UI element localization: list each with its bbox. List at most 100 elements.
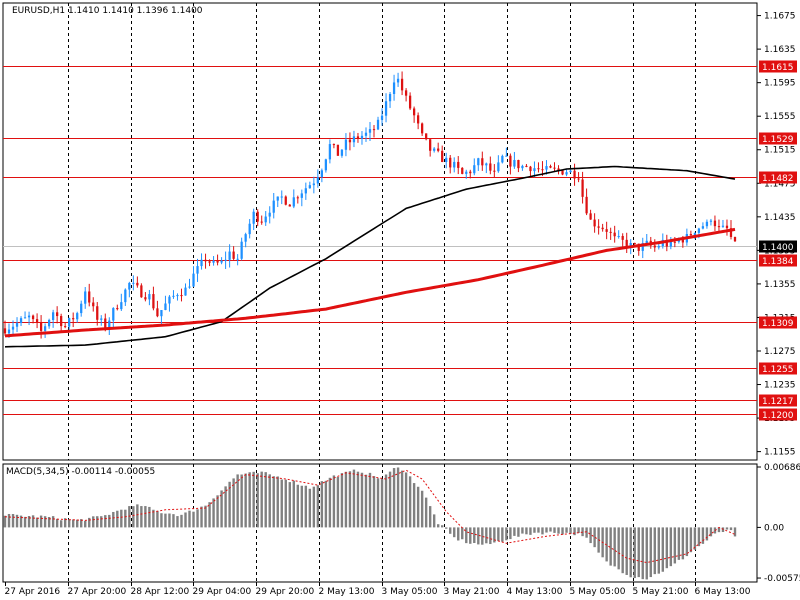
candle-body xyxy=(501,155,504,163)
candle-body xyxy=(180,295,183,297)
macd-bar xyxy=(517,527,520,537)
macd-bar xyxy=(31,515,35,528)
candle-body xyxy=(669,241,672,247)
candle-body xyxy=(352,136,356,143)
macd-bar xyxy=(100,516,103,528)
macd-bar xyxy=(577,527,580,533)
macd-bar xyxy=(609,527,612,566)
macd-bar xyxy=(292,480,295,528)
candle-body xyxy=(400,78,404,91)
candle-body xyxy=(597,226,600,228)
candle-body xyxy=(629,242,632,248)
time-tick-label: 28 Apr 12:00 xyxy=(131,587,190,597)
candle-body xyxy=(709,220,713,222)
candle-body xyxy=(581,179,584,197)
candle-body xyxy=(152,294,155,309)
candle-body xyxy=(537,168,540,170)
candle-body xyxy=(505,155,508,157)
candle-body xyxy=(256,211,259,222)
macd-bar xyxy=(384,474,388,528)
macd-bar xyxy=(176,516,179,528)
level-label: 1.1615 xyxy=(759,60,797,73)
macd-bar xyxy=(416,486,420,528)
level-label: 1.1529 xyxy=(759,132,797,145)
macd-pane: 0.00686 0.00 -0.00575 xyxy=(2,463,800,584)
macd-bar xyxy=(19,515,23,528)
candle-body xyxy=(529,166,532,172)
candle-body xyxy=(461,167,464,174)
macd-bar xyxy=(420,490,424,528)
macd-tick-label: 0.00 xyxy=(764,523,784,533)
macd-bar xyxy=(637,527,640,578)
macd-bar xyxy=(396,467,400,528)
candle-body xyxy=(224,259,227,261)
macd-bar xyxy=(509,527,512,540)
macd-bar xyxy=(633,527,636,579)
macd-bar xyxy=(645,527,648,580)
candle-body xyxy=(100,318,103,320)
time-tick-label: 6 May 13:00 xyxy=(695,587,751,597)
candle-body xyxy=(192,273,195,287)
level-label-box xyxy=(759,394,797,407)
macd-bar xyxy=(3,515,7,528)
macd-bar xyxy=(725,527,729,530)
candle-body xyxy=(665,239,668,247)
candle-body xyxy=(124,289,127,303)
macd-bar xyxy=(92,516,95,528)
macd-bar xyxy=(549,527,552,532)
candle-body xyxy=(19,318,23,323)
macd-bar xyxy=(316,485,320,528)
candle-body xyxy=(517,159,520,169)
candle-body xyxy=(533,168,536,172)
macd-bar xyxy=(248,472,251,528)
level-label-box xyxy=(759,132,797,145)
candle-body xyxy=(320,170,324,178)
candle-body xyxy=(136,282,139,286)
candle-body xyxy=(328,144,332,160)
candle-body xyxy=(200,259,203,267)
candle-body xyxy=(76,313,79,320)
candle-body xyxy=(196,266,199,274)
moving-average-red xyxy=(4,227,736,338)
time-tick-label: 27 Apr 2016 xyxy=(5,587,61,597)
candle-body xyxy=(521,165,524,169)
candle-body xyxy=(725,225,729,229)
candle-body xyxy=(469,171,472,174)
candle-body xyxy=(344,139,348,150)
candle-body xyxy=(160,310,163,317)
macd-bar xyxy=(629,527,632,578)
macd-bar xyxy=(320,481,324,528)
candle-body xyxy=(292,197,295,207)
macd-bar xyxy=(252,471,255,528)
macd-bar xyxy=(104,515,107,528)
candle-body xyxy=(465,171,468,174)
macd-tick-label: -0.00575 xyxy=(764,574,800,584)
macd-bar xyxy=(328,477,332,528)
candle-body xyxy=(220,260,223,263)
candle-body xyxy=(705,221,709,227)
macd-bar xyxy=(653,527,656,575)
macd-bar xyxy=(356,471,360,528)
moving-average-black xyxy=(4,165,736,348)
level-label-box xyxy=(759,171,797,184)
price-tick-label: 1.1355 xyxy=(764,280,796,290)
macd-bar xyxy=(272,476,275,528)
macd-bar xyxy=(140,506,143,528)
macd-bar xyxy=(312,486,316,528)
macd-bar xyxy=(388,471,392,528)
macd-bar xyxy=(469,527,472,544)
macd-bar xyxy=(376,478,380,528)
candle-body xyxy=(56,312,59,317)
candle-body xyxy=(47,319,51,327)
candle-body xyxy=(549,166,552,168)
level-label: 1.1309 xyxy=(759,316,797,329)
candle-body xyxy=(513,159,516,167)
macd-bar xyxy=(573,527,576,536)
macd-bar xyxy=(188,510,191,528)
macd-bar xyxy=(457,527,460,541)
macd-bar xyxy=(112,511,115,528)
candle-body xyxy=(88,291,91,303)
candle-body xyxy=(260,221,263,223)
candle-body xyxy=(156,308,159,317)
macd-bar xyxy=(673,527,677,564)
